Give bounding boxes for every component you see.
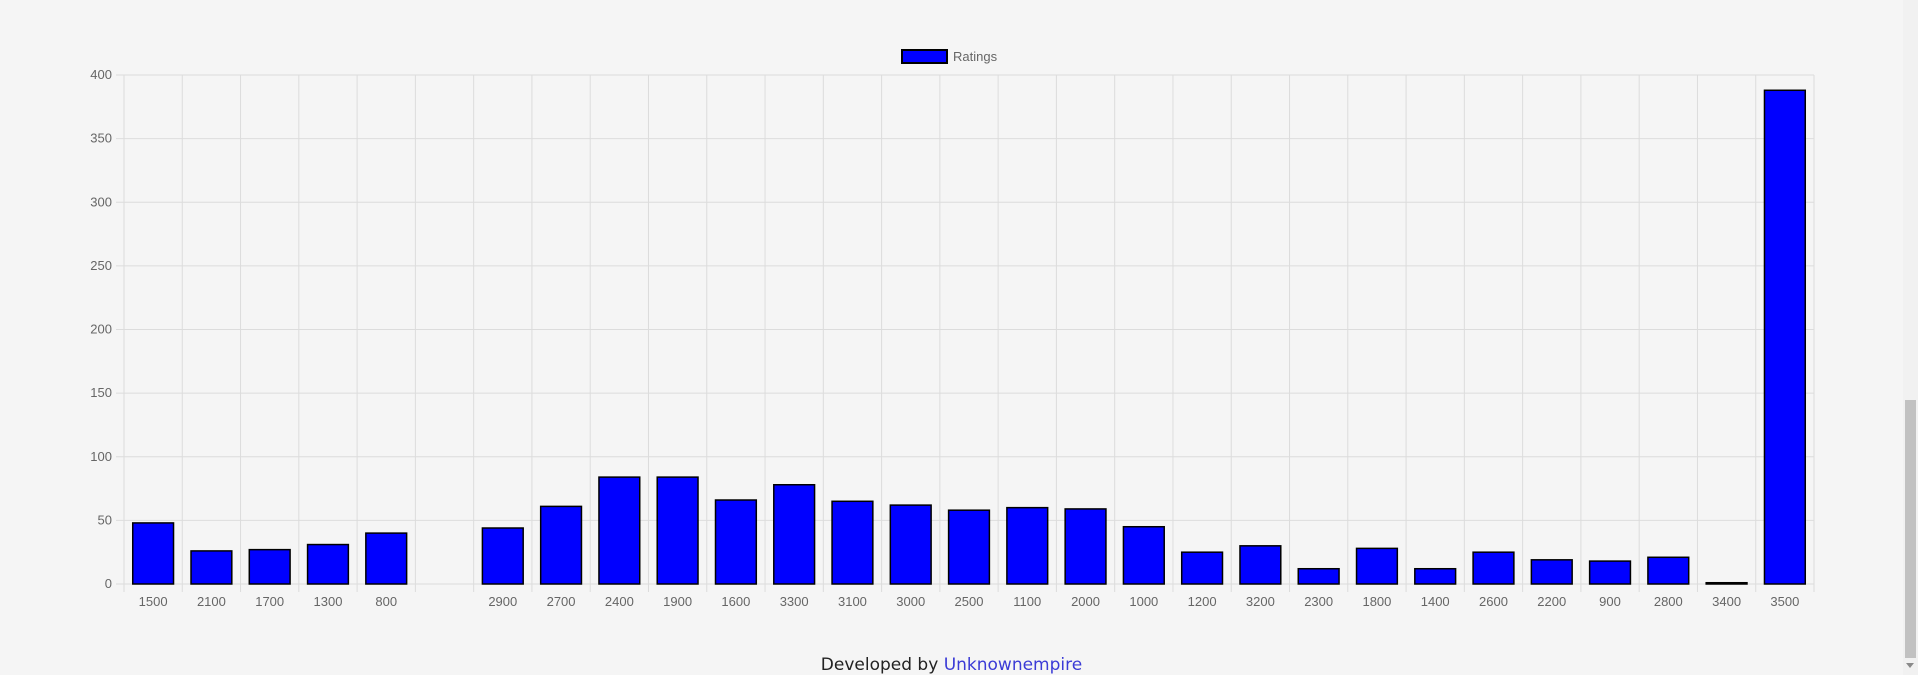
bar[interactable] — [365, 532, 408, 585]
y-tick-label: 100 — [90, 449, 112, 464]
x-axis-ticks: 1500 2100 1700 1300 800 2900 2700 2400 1900 1600 3… — [139, 594, 1800, 609]
bar[interactable] — [1239, 545, 1282, 585]
x-tick-label: 2000 — [1071, 594, 1100, 609]
x-tick-label: 3400 — [1712, 594, 1741, 609]
x-tick-label: 2800 — [1654, 594, 1683, 609]
y-tick-label: 250 — [90, 258, 112, 273]
x-tick-label: 1500 — [139, 594, 168, 609]
bar[interactable] — [1297, 567, 1340, 585]
bar[interactable] — [1180, 551, 1224, 585]
x-tick-label: 1400 — [1421, 594, 1450, 609]
bar[interactable] — [947, 509, 991, 585]
legend-label: Ratings — [953, 49, 998, 64]
x-tick-label: 1800 — [1362, 594, 1391, 609]
x-tick-label: 1700 — [255, 594, 284, 609]
x-tick-label: 1100 — [1013, 594, 1041, 609]
bar[interactable] — [190, 550, 233, 585]
bar[interactable] — [306, 543, 350, 585]
footer-text: Developed by — [820, 655, 944, 675]
x-tick-label: 2700 — [547, 594, 576, 609]
bar[interactable] — [1472, 551, 1515, 585]
x-tick-label: 2500 — [955, 594, 984, 609]
y-tick-label: 350 — [90, 131, 112, 146]
x-tick-label: 3500 — [1770, 594, 1799, 609]
bar[interactable] — [481, 527, 524, 585]
bar[interactable] — [248, 548, 291, 585]
x-tick-label: 1600 — [721, 594, 750, 609]
bar[interactable] — [1414, 567, 1457, 585]
bar[interactable] — [539, 505, 583, 585]
y-tick-label: 150 — [90, 385, 112, 400]
bar[interactable] — [714, 499, 758, 585]
bar[interactable] — [1647, 556, 1690, 585]
bar[interactable] — [1588, 560, 1632, 585]
bar[interactable] — [1122, 525, 1165, 585]
y-tick-label: 50 — [98, 512, 112, 527]
x-tick-label: 2900 — [488, 594, 517, 609]
x-tick-label: 1000 — [1129, 594, 1158, 609]
bar[interactable] — [131, 522, 175, 585]
bar[interactable] — [1355, 547, 1399, 585]
bar[interactable] — [1064, 508, 1107, 585]
x-tick-label: 1200 — [1188, 594, 1217, 609]
scrollbar-thumb[interactable] — [1905, 400, 1916, 658]
bar[interactable] — [1530, 559, 1573, 585]
x-tick-label: 1300 — [314, 594, 343, 609]
y-tick-label: 400 — [90, 67, 112, 82]
x-tick-label: 3200 — [1246, 594, 1275, 609]
bar[interactable] — [889, 504, 932, 585]
bar-series — [131, 89, 1807, 585]
x-tick-label: 3300 — [780, 594, 809, 609]
bar[interactable] — [598, 476, 641, 585]
x-tick-label: 2300 — [1304, 594, 1333, 609]
x-tick-label: 2100 — [197, 594, 226, 609]
scroll-down-arrow-icon[interactable] — [1906, 663, 1914, 668]
y-axis-ticks: 0 50 100 150 200 250 300 350 400 — [90, 67, 112, 591]
x-tick-label: 800 — [375, 594, 397, 609]
footer: Developed by Unknownempire — [0, 655, 1903, 675]
x-tick-label: 3100 — [838, 594, 867, 609]
ratings-bar-chart: 0 50 100 150 200 250 300 350 400 1500 2100 1700 130… — [90, 49, 1815, 609]
chart-legend[interactable]: Ratings — [901, 49, 998, 64]
x-tick-label: 2600 — [1479, 594, 1508, 609]
x-tick-label: 900 — [1599, 594, 1621, 609]
x-tick-label: 2200 — [1537, 594, 1566, 609]
bar[interactable] — [656, 476, 699, 585]
x-tick-label: 1900 — [663, 594, 692, 609]
chart-grid — [116, 74, 1815, 592]
bar[interactable] — [1763, 89, 1807, 585]
bar[interactable] — [831, 500, 874, 585]
bar[interactable] — [1006, 506, 1049, 585]
legend-swatch — [901, 49, 948, 64]
y-tick-label: 200 — [90, 322, 112, 337]
developer-link[interactable]: Unknownempire — [943, 655, 1083, 675]
x-tick-label: 2400 — [605, 594, 634, 609]
y-tick-label: 300 — [90, 194, 112, 209]
x-tick-label: 3000 — [896, 594, 925, 609]
bar[interactable] — [1705, 581, 1748, 585]
y-tick-label: 0 — [105, 576, 112, 591]
bar[interactable] — [773, 483, 816, 585]
